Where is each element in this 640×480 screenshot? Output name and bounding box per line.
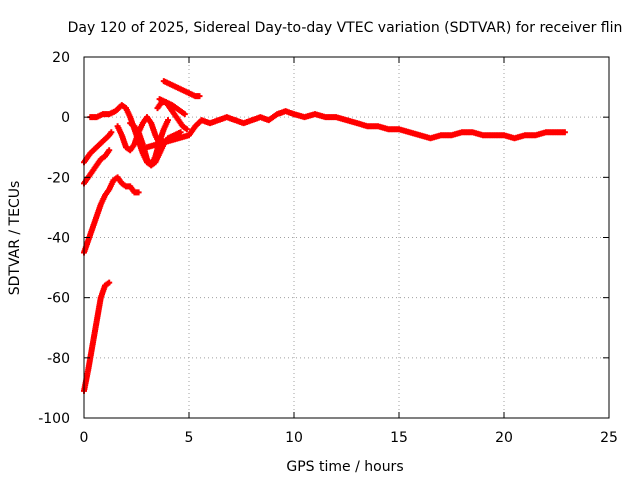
data-series bbox=[81, 78, 568, 394]
x-tick-label: 15 bbox=[390, 430, 408, 446]
plot-frame bbox=[83, 56, 610, 419]
x-tick-label: 5 bbox=[185, 430, 194, 446]
series-rise-a bbox=[81, 174, 142, 256]
data-point-marker bbox=[106, 279, 113, 286]
data-point-marker bbox=[196, 93, 203, 100]
series-rise-b bbox=[81, 147, 113, 187]
x-tick-label: 0 bbox=[80, 430, 89, 446]
y-tick-label: 20 bbox=[52, 50, 70, 66]
data-point-marker bbox=[165, 117, 171, 124]
y-tick-label: -60 bbox=[47, 291, 70, 307]
x-axis-label: GPS time / hours bbox=[286, 459, 403, 475]
y-tick-label: -100 bbox=[38, 411, 70, 427]
x-tick-label: 20 bbox=[495, 430, 513, 446]
y-tick-label: -40 bbox=[47, 231, 70, 247]
series-high-arc bbox=[160, 78, 203, 100]
data-point-marker bbox=[135, 189, 142, 196]
series-early-drop bbox=[81, 279, 113, 394]
data-point-marker bbox=[181, 111, 188, 118]
y-tick-label: 0 bbox=[61, 110, 70, 126]
x-tick-label: 10 bbox=[285, 430, 303, 446]
grid-lines bbox=[84, 57, 609, 418]
y-tick-label: -80 bbox=[47, 351, 70, 367]
data-point-marker bbox=[108, 129, 115, 136]
series-mid-arc bbox=[156, 96, 188, 118]
chart-title: Day 120 of 2025, Sidereal Day-to-day VTE… bbox=[68, 20, 623, 36]
data-point-marker bbox=[177, 129, 184, 136]
data-point-marker bbox=[561, 129, 568, 136]
y-tick-label: -20 bbox=[47, 170, 70, 186]
series-rise-c bbox=[81, 129, 115, 166]
data-point-marker bbox=[183, 126, 190, 133]
y-axis-label: SDTVAR / TECUs bbox=[7, 181, 23, 296]
data-point-marker bbox=[106, 147, 113, 154]
x-tick-label: 25 bbox=[600, 430, 618, 446]
axis-ticks: 0 5 10 15 20 25 -100 -80 -60 -40 -20 0 20 bbox=[38, 50, 618, 446]
series-main-trend bbox=[144, 108, 568, 151]
